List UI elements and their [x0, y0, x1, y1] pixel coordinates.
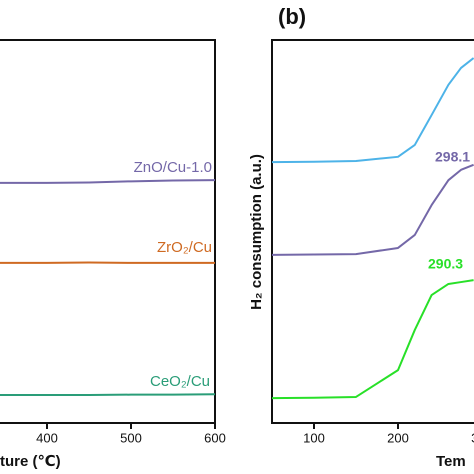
axis-frame: [0, 39, 216, 424]
series-label: CeO₂/Cu: [150, 373, 210, 390]
series-line: [271, 279, 474, 400]
x-tick-label: 100: [303, 430, 325, 445]
x-tick-label: 400: [36, 430, 58, 445]
series-line: [0, 179, 216, 184]
axis-frame: [271, 39, 474, 424]
series-line: [271, 163, 474, 256]
annotation: 290.3: [428, 256, 463, 272]
x-tick-label: 500: [120, 430, 142, 445]
series-label: ZrO₂/Cu: [157, 239, 212, 256]
x-tick-label: 200: [387, 430, 409, 445]
x-tick-label: 600: [204, 430, 226, 445]
x-axis-label: Tem: [436, 453, 466, 470]
series-label: ZnO/Cu-1.0: [134, 159, 212, 176]
series-line: [271, 57, 474, 164]
panel-label: (b): [278, 4, 306, 29]
annotation: 298.1: [435, 149, 470, 165]
x-axis-label: ture (℃): [0, 453, 61, 470]
y-axis-label: H₂ consumption (a.u.): [248, 154, 265, 310]
x-tick-label: 300: [471, 430, 474, 445]
series-line: [0, 393, 216, 397]
